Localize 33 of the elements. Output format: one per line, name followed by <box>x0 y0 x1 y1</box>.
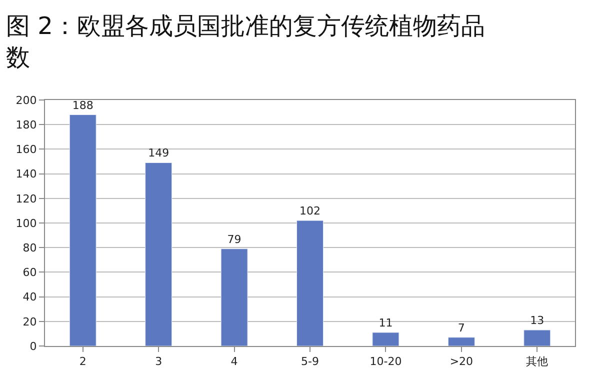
y-tick-label: 200 <box>16 94 37 107</box>
x-tick-label: >20 <box>450 355 474 368</box>
data-label: 7 <box>458 321 465 334</box>
bar <box>372 332 400 346</box>
y-tick-label: 60 <box>22 266 37 280</box>
y-tick-label: 140 <box>16 168 37 181</box>
y-tick-label: 0 <box>30 340 37 353</box>
y-tick-label: 120 <box>16 192 37 206</box>
data-label: 149 <box>148 146 170 160</box>
x-tick-label: 3 <box>155 355 162 368</box>
y-tick-label: 20 <box>22 315 37 328</box>
x-tick-label: 2 <box>79 355 86 368</box>
y-tick-label: 40 <box>22 290 37 304</box>
bar <box>296 220 324 346</box>
data-label: 13 <box>530 314 544 328</box>
x-tick-label: 4 <box>230 355 238 368</box>
y-tick-label: 100 <box>16 216 37 230</box>
bar <box>524 330 551 346</box>
bar <box>448 337 475 346</box>
bar <box>69 114 96 346</box>
data-label: 188 <box>72 98 94 112</box>
data-label: 102 <box>300 204 320 218</box>
bar <box>220 248 248 346</box>
y-tick-label: 160 <box>16 143 37 156</box>
y-tick-label: 180 <box>16 118 37 132</box>
x-tick-label: 10-20 <box>370 355 402 368</box>
y-tick-label: 80 <box>22 241 37 254</box>
x-tick-label: 5-9 <box>301 355 319 368</box>
data-label: 79 <box>227 232 242 246</box>
bar <box>145 162 172 346</box>
data-label: 11 <box>378 316 393 330</box>
chart-title: 图 2：欧盟各成员国批准的复方传统植物药品数 <box>6 12 485 72</box>
x-tick-label: 其他 <box>526 355 548 368</box>
